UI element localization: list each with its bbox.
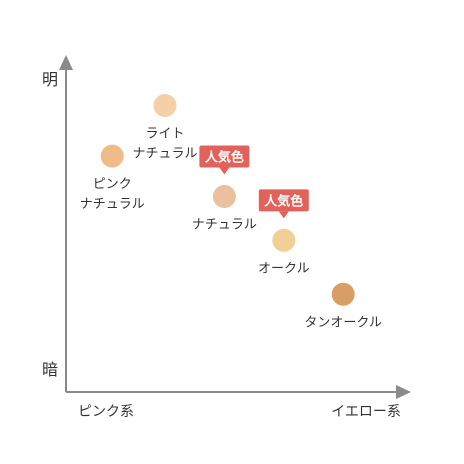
popular-badge-box xyxy=(258,189,309,212)
x-axis-low-label: ピンク系 xyxy=(78,404,134,420)
x-axis-high-label: イエロー系 xyxy=(331,404,401,420)
data-point-label: ピンクナチュラル xyxy=(80,177,145,212)
data-point-label: タンオークル xyxy=(304,315,382,330)
data-point-marker xyxy=(100,144,124,168)
data-point-marker xyxy=(331,282,355,306)
popular-badge: 人気色 xyxy=(258,189,309,219)
y-axis-high-label: 明 xyxy=(42,70,58,89)
popular-badge: 人気色 xyxy=(199,145,250,175)
y-axis-arrowhead xyxy=(59,55,73,70)
y-axis-low-label: 暗 xyxy=(42,360,58,379)
data-point-label: ナチュラル xyxy=(192,218,257,233)
x-axis-arrowhead xyxy=(396,385,411,399)
data-point-label: オークル xyxy=(258,261,310,276)
popular-badge-pointer xyxy=(278,211,289,219)
data-point-marker xyxy=(272,228,296,252)
popular-badge-text: 人気色 xyxy=(264,193,303,209)
data-point-marker xyxy=(153,94,177,118)
popular-badge-box xyxy=(199,145,250,168)
chart-axes xyxy=(59,55,411,399)
data-point-marker xyxy=(212,185,236,209)
data-point-5: タンオークル xyxy=(304,282,382,330)
data-point-1: ライトナチュラル xyxy=(132,94,198,162)
popular-badge-text: 人気色 xyxy=(205,150,244,166)
popular-badge-pointer xyxy=(219,167,230,175)
data-point-2: ピンクナチュラル xyxy=(80,144,145,212)
data-point-label: ライトナチュラル xyxy=(132,127,197,162)
